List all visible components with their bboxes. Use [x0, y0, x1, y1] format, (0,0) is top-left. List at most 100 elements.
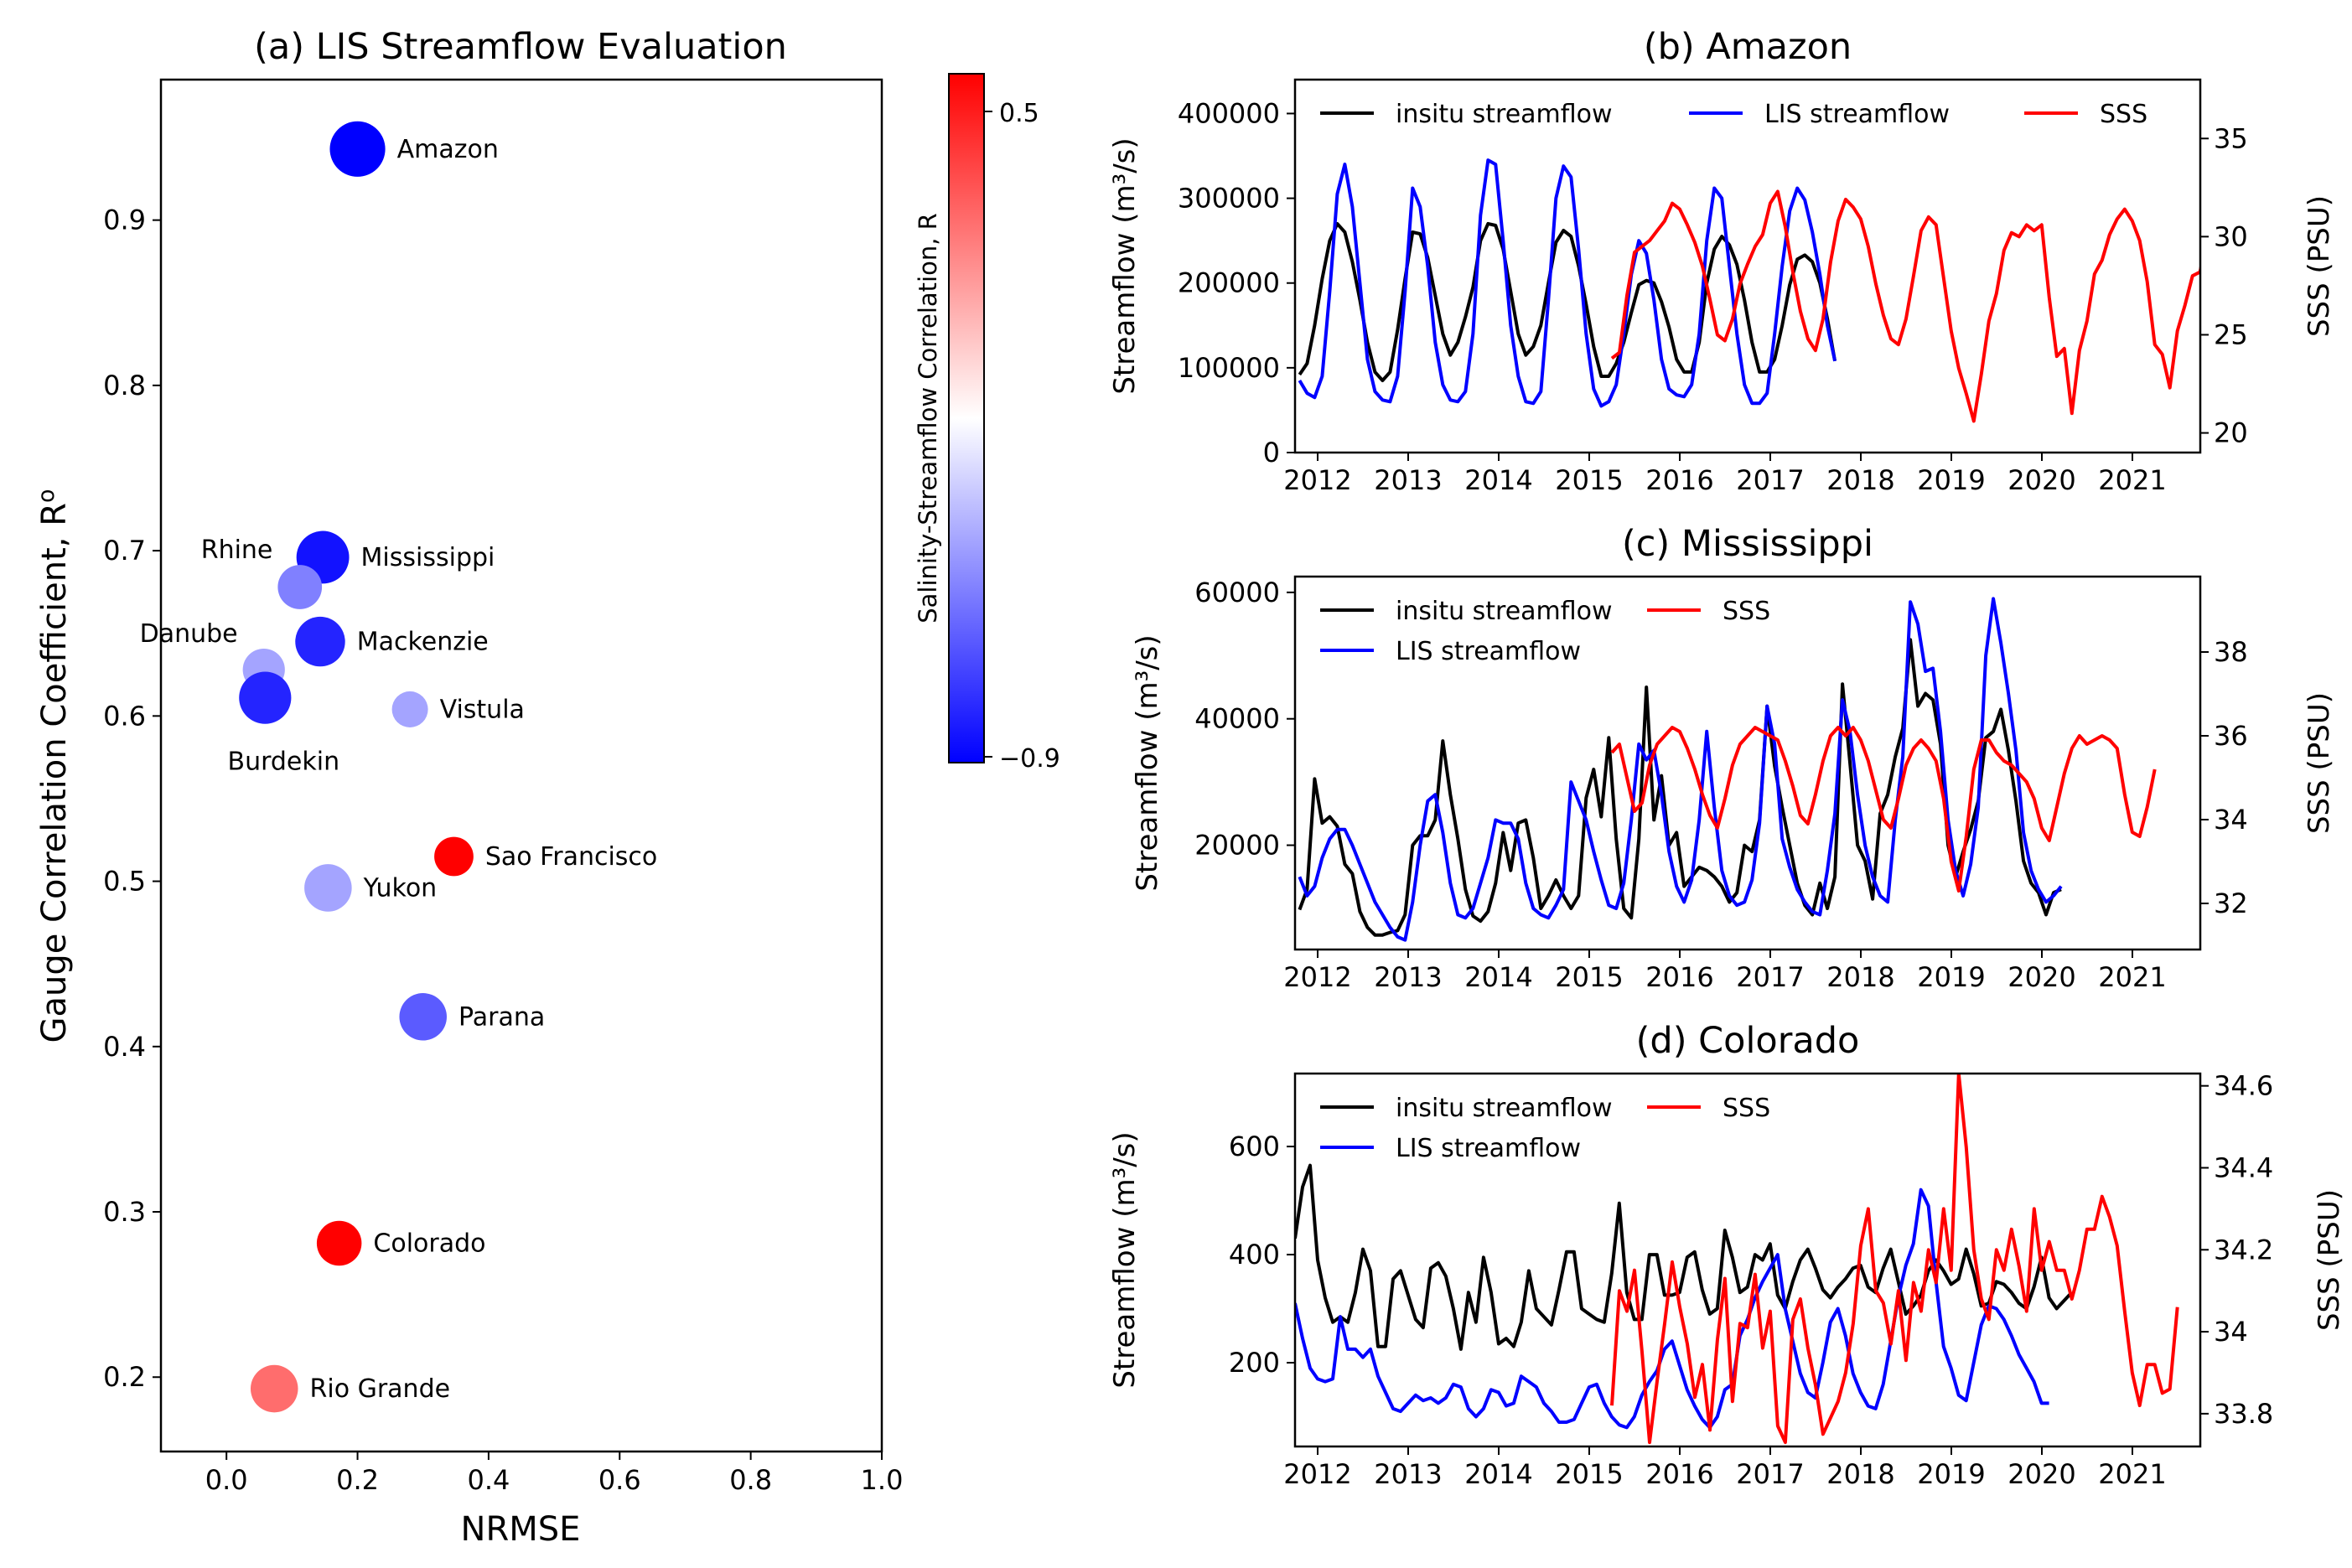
- point-label-yukon: Yukon: [363, 873, 438, 903]
- point-sao-francisco: [434, 836, 474, 877]
- scatter-y-tick-label: 0.9: [103, 204, 146, 236]
- series-group-colorado: [1295, 1074, 2179, 1445]
- scatter-x-axis-label: NRMSE: [461, 1510, 581, 1549]
- series-line-lis-streamflow: [1295, 1188, 2049, 1430]
- colorbar: 0.5 −0.9 Salinity-Streamflow Correlation…: [914, 73, 1060, 774]
- point-burdekin: [239, 671, 292, 724]
- series-line-sss: [1610, 726, 2157, 893]
- panel-title-mississippi: (c) Mississippi: [1622, 523, 1873, 565]
- y-tick-label-left: 20000: [1194, 830, 1280, 862]
- scatter-y-tick-label: 0.6: [103, 700, 146, 732]
- x-tick-label: 2016: [1645, 464, 1713, 496]
- y-tick-label-left: 40000: [1194, 703, 1280, 735]
- x-tick-label: 2021: [2098, 464, 2166, 496]
- point-parana: [399, 993, 447, 1041]
- scatter-x-tick-label: 0.4: [467, 1464, 510, 1496]
- scatter-y-tick-label: 0.4: [103, 1031, 146, 1063]
- y-axis-label-left: Streamflow (m³/s): [1108, 1131, 1142, 1388]
- panel-title-amazon: (b) Amazon: [1644, 26, 1852, 68]
- legend-label-lis-streamflow: LIS streamflow: [1396, 1134, 1581, 1163]
- y-tick-label-left: 300000: [1178, 183, 1280, 215]
- point-label-mississippi: Mississippi: [361, 543, 495, 572]
- point-vistula: [391, 691, 428, 727]
- point-yukon: [304, 864, 352, 912]
- x-tick-label: 2013: [1374, 464, 1442, 496]
- y-axis-label-right: SSS (PSU): [2313, 1189, 2346, 1331]
- legend-label-sss: SSS: [1723, 597, 1770, 626]
- legend-label-sss: SSS: [2100, 100, 2147, 129]
- scatter-x-tick-label: 0.8: [729, 1464, 772, 1496]
- series-line-sss: [1610, 189, 2200, 423]
- scatter-y-tick-label: 0.8: [103, 370, 146, 401]
- panel-colorado: (d) Colorado 2012 2013 2014 2015 2016 2017 2018…: [1108, 1020, 2346, 1490]
- point-amazon: [329, 121, 386, 177]
- series-line-sss: [1610, 1074, 2179, 1445]
- panel-amazon: (b) Amazon 2012 2013 2014 2015 2016 2017 2018 20…: [1108, 26, 2336, 496]
- point-label-mackenzie: Mackenzie: [357, 628, 489, 657]
- y-tick-label-right: 30: [2214, 220, 2248, 252]
- x-tick-label: 2013: [1374, 961, 1442, 993]
- scatter-y-axis-label-sup: o: [34, 489, 60, 503]
- scatter-x-tick-label: 0.0: [205, 1464, 248, 1496]
- scatter-title: (a) LIS Streamflow Evaluation: [254, 26, 787, 68]
- y-tick-label-left: 200000: [1178, 267, 1280, 299]
- y-tick-label-right: 33.8: [2214, 1398, 2273, 1430]
- legend-label-insitu-streamflow: insitu streamflow: [1396, 100, 1613, 129]
- scatter-y-axis-label-text: Gauge Correlation Coefficient, R: [35, 503, 74, 1043]
- scatter-panel: (a) LIS Streamflow Evaluation Amazon Miss…: [34, 26, 903, 1549]
- y-tick-label-right: 34.6: [2214, 1070, 2273, 1102]
- x-tick-label: 2012: [1283, 464, 1351, 496]
- colorbar-label: Salinity-Streamflow Correlation, R: [914, 213, 942, 624]
- point-label-amazon: Amazon: [397, 135, 499, 164]
- colorbar-tick-label-min: −0.9: [999, 744, 1060, 774]
- line-panels: (b) Amazon 2012 2013 2014 2015 2016 2017 2018 20…: [1108, 26, 2346, 1490]
- x-tick-label: 2021: [2098, 1458, 2166, 1490]
- x-tick-label: 2019: [1917, 1458, 1985, 1490]
- y-tick-label-left: 400: [1229, 1239, 1280, 1270]
- y-tick-label-right: 34.2: [2214, 1234, 2273, 1265]
- x-tick-label: 2016: [1645, 1458, 1713, 1490]
- panel-title-colorado: (d) Colorado: [1636, 1020, 1860, 1062]
- y-axis-label-left: Streamflow (m³/s): [1108, 137, 1142, 394]
- series-line-lis-streamflow: [1298, 158, 1837, 408]
- point-label-danube: Danube: [140, 619, 238, 649]
- series-group-mississippi: [1298, 597, 2157, 942]
- legend-label-insitu-streamflow: insitu streamflow: [1396, 597, 1613, 626]
- legend-label-sss: SSS: [1723, 1094, 1770, 1123]
- legend-label-lis-streamflow: LIS streamflow: [1396, 637, 1581, 666]
- point-label-vistula: Vistula: [440, 695, 525, 724]
- colorbar-tick-label-max: 0.5: [999, 99, 1039, 128]
- point-mackenzie: [295, 616, 345, 667]
- point-label-parana: Parana: [458, 1002, 545, 1032]
- y-tick-label-right: 34.4: [2214, 1151, 2273, 1183]
- x-tick-label: 2021: [2098, 961, 2166, 993]
- legend-amazon: insitu streamflow LIS streamflow SSS: [1320, 100, 2147, 129]
- x-tick-label: 2018: [1826, 1458, 1894, 1490]
- y-tick-label-right: 20: [2214, 417, 2248, 449]
- x-tick-label: 2017: [1736, 464, 1804, 496]
- legend-label-lis-streamflow: LIS streamflow: [1764, 100, 1950, 129]
- x-tick-label: 2020: [2007, 961, 2075, 993]
- panel-frame-mississippi: [1293, 575, 2202, 951]
- x-tick-label: 2012: [1283, 1458, 1351, 1490]
- x-tick-label: 2019: [1917, 464, 1985, 496]
- y-axis-label-right: SSS (PSU): [2303, 195, 2336, 337]
- y-tick-label-left: 100000: [1178, 352, 1280, 384]
- y-tick-label-left: 600: [1229, 1131, 1280, 1162]
- series-line-lis-streamflow: [1298, 597, 2063, 942]
- x-tick-label: 2020: [2007, 464, 2075, 496]
- panel-frame-colorado: [1293, 1072, 2202, 1448]
- x-tick-label: 2017: [1736, 961, 1804, 993]
- point-label-rio-grande: Rio Grande: [310, 1374, 451, 1404]
- x-tick-label: 2014: [1464, 1458, 1532, 1490]
- x-tick-label: 2014: [1464, 464, 1532, 496]
- scatter-y-ticks: 0.2 0.3 0.4 0.5 0.6 0.7 0.8 0.9: [103, 204, 161, 1393]
- point-label-sao-francisco: Sao Francisco: [485, 842, 657, 872]
- y-tick-label-left: 60000: [1194, 577, 1280, 608]
- series-line-insitu-streamflow: [1295, 1163, 2074, 1351]
- point-colorado: [316, 1220, 362, 1266]
- y-tick-label-left: 400000: [1178, 97, 1280, 129]
- scatter-y-axis-label: Gauge Correlation Coefficient, Ro: [34, 489, 74, 1043]
- y-tick-label-right: 34: [2214, 804, 2248, 836]
- scatter-y-tick-label: 0.5: [103, 866, 146, 898]
